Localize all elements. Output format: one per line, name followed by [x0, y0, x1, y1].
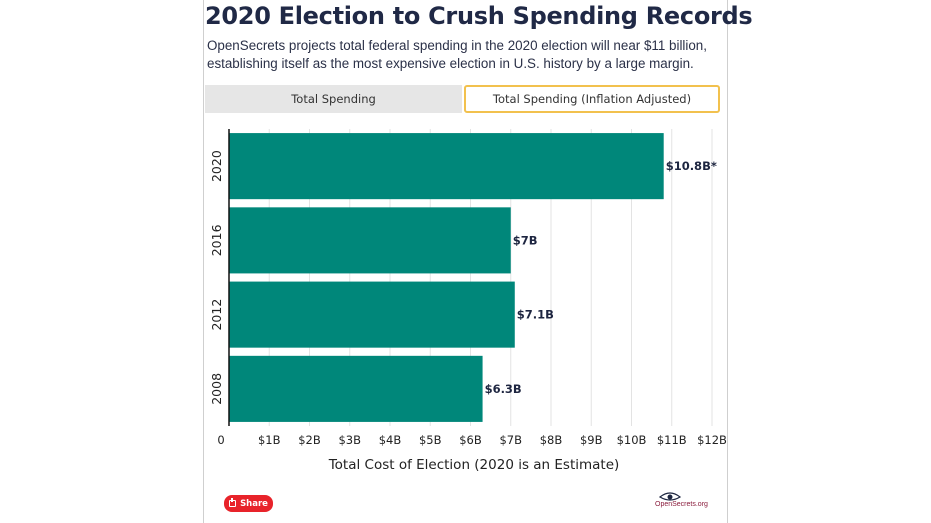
tick-label: $4B: [379, 433, 402, 447]
tick-label: $5B: [419, 433, 442, 447]
data-label: $10.8B*: [666, 159, 717, 173]
data-label: $7B: [513, 233, 538, 247]
chart-frame: [203, 0, 728, 523]
tick-label: $7B: [499, 433, 522, 447]
value-labels: $10.8B* $7B $7.1B $6.3B: [485, 159, 717, 396]
bars: [229, 133, 664, 422]
tab-total-spending[interactable]: Total Spending: [205, 85, 462, 113]
category-labels: 2020 2016 2012 2008: [209, 150, 224, 405]
category-label: 2016: [209, 224, 224, 256]
tick-label: $6B: [459, 433, 482, 447]
tick-label: 0: [217, 433, 224, 447]
tick-label: $1B: [258, 433, 281, 447]
eye-icon: [659, 492, 681, 501]
page-subtitle: OpenSecrets projects total federal spend…: [207, 38, 707, 71]
bar-2012: [229, 281, 515, 348]
logo-text: OpenSecrets.org: [655, 501, 708, 508]
opensecrets-logo: OpenSecrets.org: [655, 492, 715, 512]
x-axis-label: Total Cost of Election (2020 is an Estim…: [328, 457, 620, 473]
share-button[interactable]: Share: [224, 495, 273, 512]
category-label: 2008: [209, 373, 224, 405]
category-label: 2020: [209, 150, 224, 182]
tick-label: $3B: [338, 433, 361, 447]
tab-total-spending-label: Total Spending: [291, 92, 376, 106]
tick-label: $10B: [617, 433, 647, 447]
tick-labels: 0 $1B $2B $3B $4B $5B $6B $7B $8B $9B $10B $11B $12B: [217, 433, 727, 447]
data-label: $6.3B: [485, 382, 522, 396]
bar-2016: [229, 207, 511, 274]
bar-2020: [229, 133, 664, 200]
tick-label: $8B: [540, 433, 563, 447]
tick-label: $2B: [298, 433, 321, 447]
tick-label: $11B: [657, 433, 687, 447]
tab-inflation-adjusted[interactable]: Total Spending (Inflation Adjusted): [464, 85, 720, 113]
tab-inflation-adjusted-label: Total Spending (Inflation Adjusted): [492, 92, 692, 106]
tick-label: $9B: [580, 433, 603, 447]
bar-2008: [229, 355, 483, 422]
share-icon: [229, 498, 237, 507]
tick-label: $12B: [697, 433, 727, 447]
page-title: 2020 Election to Crush Spending Records: [205, 2, 753, 30]
share-label: Share: [240, 498, 268, 509]
data-label: $7.1B: [517, 308, 554, 322]
category-label: 2012: [209, 299, 224, 331]
